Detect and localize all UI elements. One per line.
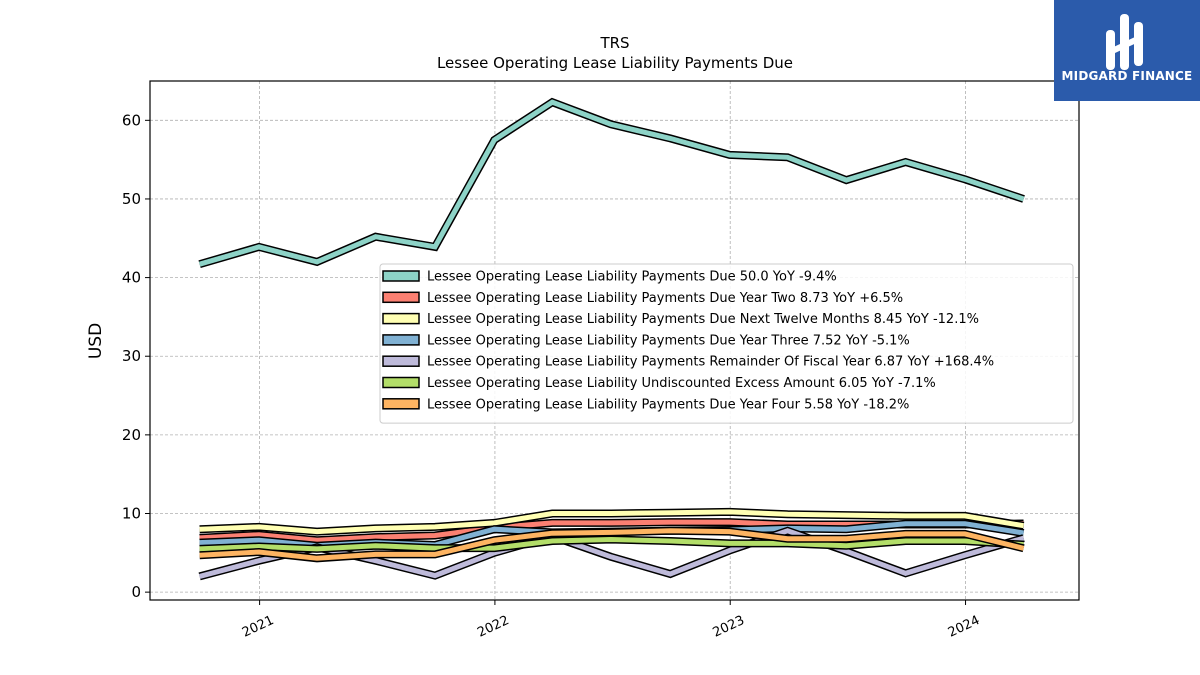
plot-frame bbox=[149, 80, 1080, 601]
legend-label: Lessee Operating Lease Liability Payment… bbox=[427, 291, 903, 306]
y-tick-label: 60 bbox=[122, 111, 141, 129]
y-tick-label: 30 bbox=[122, 347, 141, 365]
series-line-stroke bbox=[199, 536, 1024, 552]
x-tick-label: 2022 bbox=[475, 613, 511, 641]
y-tick-label: 40 bbox=[122, 269, 141, 287]
y-tick-label: 50 bbox=[122, 190, 141, 208]
y-axis-label: USD bbox=[86, 323, 106, 359]
legend-swatch bbox=[382, 334, 420, 346]
series-line bbox=[199, 526, 1025, 563]
chart-title: TRS bbox=[599, 34, 629, 52]
legend-label: Lessee Operating Lease Liability Payment… bbox=[427, 333, 910, 348]
legend-swatch bbox=[382, 355, 420, 367]
series-line-stroke bbox=[199, 509, 1025, 535]
legend: Lessee Operating Lease Liability Payment… bbox=[379, 263, 1074, 424]
y-tick-label: 10 bbox=[122, 505, 141, 523]
legend-label: Lessee Operating Lease Liability Payment… bbox=[427, 270, 837, 285]
x-tick-label: 2023 bbox=[711, 613, 747, 641]
series-line-stroke bbox=[198, 99, 1025, 267]
legend-label: Lessee Operating Lease Liability Payment… bbox=[427, 397, 909, 412]
y-tick-label: 0 bbox=[131, 583, 141, 601]
legend-label: Lessee Operating Lease Liability Undisco… bbox=[427, 376, 936, 391]
series-line-stroke bbox=[199, 528, 1025, 561]
series-line bbox=[198, 97, 1025, 269]
legend-swatch bbox=[382, 376, 420, 389]
legend-swatch bbox=[382, 291, 420, 304]
legend-label: Lessee Operating Lease Liability Payment… bbox=[427, 355, 994, 370]
series-line bbox=[199, 535, 1024, 553]
brand-name: MIDGARD FINANCE bbox=[1061, 69, 1193, 83]
brand-logo: MIDGARD FINANCE bbox=[1054, 0, 1200, 101]
chart-subtitle: Lessee Operating Lease Liability Payment… bbox=[437, 54, 793, 72]
series-line bbox=[199, 507, 1025, 536]
legend-swatch bbox=[382, 270, 420, 282]
legend-box bbox=[379, 263, 1074, 424]
legend-label: Lessee Operating Lease Liability Payment… bbox=[427, 312, 979, 327]
logo-mark-icon bbox=[1106, 14, 1143, 70]
legend-swatch bbox=[382, 312, 420, 325]
x-tick-label: 2021 bbox=[240, 613, 276, 641]
legend-swatch bbox=[382, 398, 420, 410]
y-tick-label: 20 bbox=[122, 426, 141, 444]
x-tick-label: 2024 bbox=[946, 613, 982, 641]
